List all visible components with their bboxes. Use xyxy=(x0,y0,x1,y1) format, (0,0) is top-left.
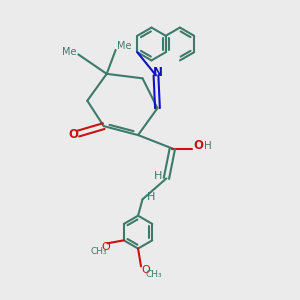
Text: Me: Me xyxy=(62,47,77,57)
Text: CH₃: CH₃ xyxy=(145,270,162,279)
Text: O: O xyxy=(68,128,78,141)
Text: H: H xyxy=(147,192,155,202)
Text: H: H xyxy=(204,140,212,151)
Text: O: O xyxy=(141,265,150,275)
Text: Me: Me xyxy=(117,41,132,51)
Text: H: H xyxy=(154,171,162,181)
Text: O: O xyxy=(101,242,110,252)
Text: N: N xyxy=(152,66,163,79)
Text: CH₃: CH₃ xyxy=(90,247,107,256)
Text: O: O xyxy=(193,139,203,152)
